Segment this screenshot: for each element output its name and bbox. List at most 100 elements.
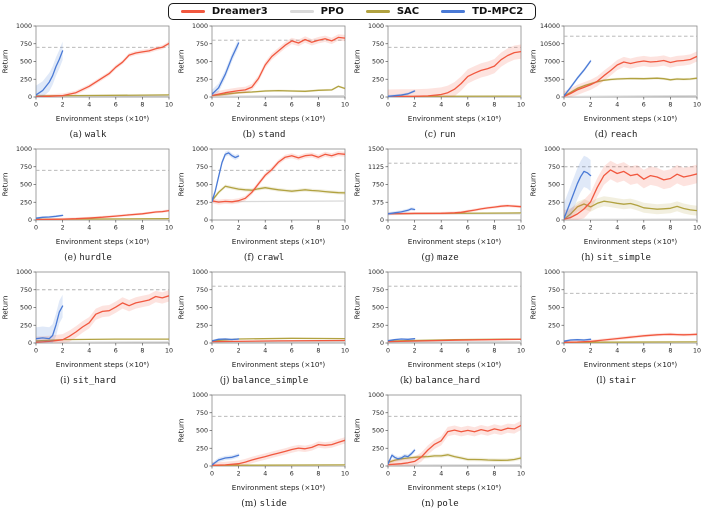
y-tick-label: 500 — [372, 305, 384, 312]
chart-caption-slide: (m) slide — [176, 498, 352, 513]
x-tick-label: 2 — [589, 225, 593, 232]
y-tick-label: 250 — [20, 322, 32, 329]
y-axis-label: Return — [353, 419, 362, 443]
caption-task-name: sit_simple — [597, 253, 651, 263]
x-tick-label: 0 — [386, 348, 390, 355]
y-axis-label: Return — [353, 296, 362, 320]
x-tick-label: 6 — [642, 348, 646, 355]
caption-task-name: maze — [437, 253, 459, 263]
y-tick-label: 750 — [548, 287, 560, 294]
caption-task-name: pole — [437, 499, 459, 509]
y-tick-label: 1000 — [368, 23, 384, 30]
x-tick-label: 2 — [61, 102, 65, 109]
x-tick-label: 4 — [263, 471, 267, 478]
x-tick-label: 0 — [210, 471, 214, 478]
caption-task-name: slide — [260, 499, 287, 509]
legend-label: Dreamer3 — [212, 6, 268, 17]
x-tick-label: 2 — [61, 348, 65, 355]
y-axis-label: Return — [177, 173, 186, 197]
caption-task-name: walk — [85, 130, 107, 140]
chart-caption-walk: (a) walk — [0, 129, 176, 144]
x-tick-label: 2 — [589, 102, 593, 109]
caption-letter: (a) — [70, 130, 85, 140]
caption-letter: (f) — [244, 253, 257, 263]
x-tick-label: 4 — [615, 102, 619, 109]
x-tick-label: 10 — [341, 225, 349, 232]
chart-caption-balance_simple: (j) balance_simple — [176, 375, 352, 390]
y-tick-label: 500 — [20, 182, 32, 189]
x-tick-label: 10 — [517, 471, 525, 478]
x-tick-label: 8 — [140, 348, 144, 355]
x-axis-label: Environment steps (×10⁶) — [584, 114, 678, 123]
x-tick-label: 10 — [341, 102, 349, 109]
x-tick-label: 8 — [492, 102, 496, 109]
caption-task-name: balance_simple — [232, 376, 308, 386]
x-tick-label: 0 — [562, 225, 566, 232]
x-tick-label: 8 — [316, 225, 320, 232]
x-tick-label: 0 — [210, 225, 214, 232]
y-tick-label: 0 — [556, 94, 560, 101]
x-tick-label: 6 — [642, 102, 646, 109]
x-tick-label: 4 — [263, 348, 267, 355]
x-tick-label: 6 — [290, 102, 294, 109]
y-tick-label: 1000 — [368, 392, 384, 399]
caption-letter: (e) — [64, 253, 79, 263]
caption-task-name: run — [439, 130, 455, 140]
y-tick-label: 750 — [372, 287, 384, 294]
y-tick-label: 500 — [196, 305, 208, 312]
x-tick-label: 10 — [693, 225, 701, 232]
y-tick-label: 500 — [20, 59, 32, 66]
y-axis-label: Return — [177, 419, 186, 443]
legend-line-swatch — [366, 10, 390, 13]
y-tick-label: 0 — [556, 217, 560, 224]
caption-letter: (h) — [581, 253, 597, 263]
x-tick-label: 4 — [439, 225, 443, 232]
legend-label: PPO — [321, 6, 344, 17]
legend-label: TD-MPC2 — [472, 6, 523, 17]
x-tick-label: 4 — [87, 225, 91, 232]
y-tick-label: 250 — [196, 445, 208, 452]
y-tick-label: 500 — [372, 59, 384, 66]
y-tick-label: 250 — [372, 322, 384, 329]
x-axis-label: Environment steps (×10⁶) — [232, 483, 326, 492]
y-tick-label: 750 — [548, 164, 560, 171]
y-tick-label: 0 — [28, 340, 32, 347]
y-tick-label: 250 — [20, 199, 32, 206]
y-tick-label: 750 — [196, 41, 208, 48]
x-tick-label: 10 — [517, 348, 525, 355]
y-tick-label: 0 — [28, 94, 32, 101]
x-tick-label: 6 — [114, 348, 118, 355]
x-tick-label: 10 — [341, 348, 349, 355]
x-tick-label: 2 — [413, 348, 417, 355]
y-tick-label: 0 — [204, 340, 208, 347]
y-tick-label: 1125 — [368, 164, 384, 171]
x-tick-label: 2 — [413, 471, 417, 478]
x-tick-label: 6 — [466, 471, 470, 478]
x-tick-label: 4 — [87, 348, 91, 355]
x-tick-label: 6 — [642, 225, 646, 232]
x-tick-label: 6 — [466, 348, 470, 355]
x-axis-label: Environment steps (×10⁶) — [56, 360, 150, 369]
caption-task-name: balance_hard — [415, 376, 480, 386]
x-axis-label: Environment steps (×10⁶) — [232, 237, 326, 246]
chart-caption-run: (c) run — [352, 129, 528, 144]
series-line-ppo — [564, 96, 697, 97]
y-axis-label: Return — [177, 296, 186, 320]
x-tick-label: 8 — [492, 225, 496, 232]
y-tick-label: 0 — [380, 340, 384, 347]
y-tick-label: 0 — [204, 463, 208, 470]
x-tick-label: 2 — [413, 102, 417, 109]
caption-letter: (n) — [421, 499, 437, 509]
